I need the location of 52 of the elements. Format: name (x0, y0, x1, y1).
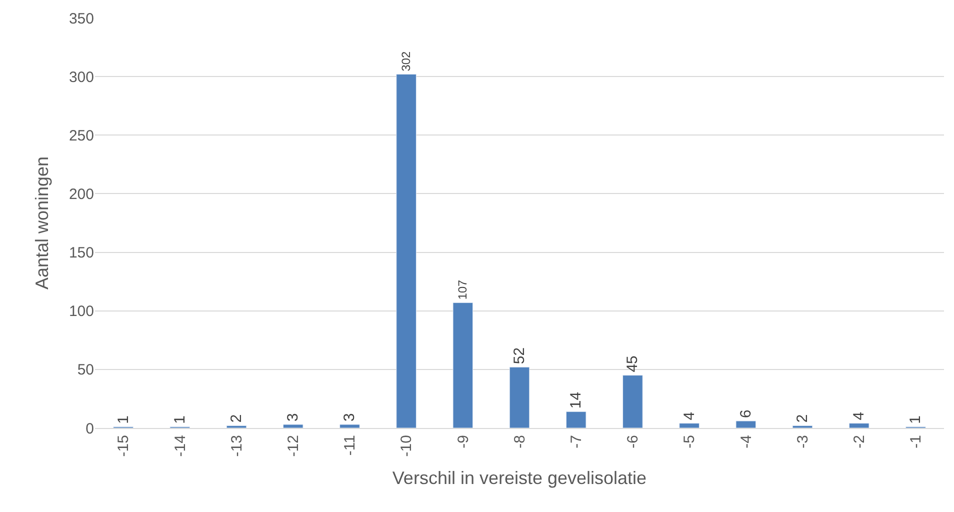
bar (396, 74, 416, 428)
bar (679, 423, 700, 428)
x-tick-label: -10 (398, 435, 416, 457)
x-tick-label: -13 (228, 435, 246, 457)
bar (792, 425, 813, 428)
x-tick-label: -12 (284, 435, 302, 457)
data-label: 1 (114, 415, 132, 424)
y-tick-label: 0 (86, 420, 94, 438)
y-axis-title: Aantal woningen (32, 156, 52, 290)
y-tick-label: 50 (77, 362, 94, 379)
x-tick-label: -6 (624, 435, 642, 448)
x-tick-label: -5 (681, 435, 698, 448)
data-label: 302 (398, 51, 413, 72)
data-label: 107 (455, 280, 470, 300)
y-tick-label: 300 (68, 68, 94, 86)
data-label: 52 (511, 347, 528, 364)
bar (622, 375, 643, 428)
x-axis-title: Verschil in vereiste gevelisolatie (392, 468, 647, 488)
x-tick-label: -3 (794, 435, 812, 448)
y-tick-label: 100 (68, 303, 94, 320)
data-label: 1 (907, 415, 924, 424)
data-label: 4 (850, 412, 868, 420)
bar (848, 423, 870, 428)
data-label: 2 (794, 414, 811, 423)
y-tick-label: 200 (68, 186, 94, 203)
bar (736, 420, 756, 428)
x-tick-label: -11 (342, 435, 359, 456)
y-tick-label: 150 (68, 244, 94, 262)
data-label: 45 (624, 356, 642, 372)
x-tick-label: -8 (511, 435, 528, 448)
x-tick-label: -15 (115, 435, 132, 457)
x-tick-label: -9 (454, 435, 472, 448)
data-label: 14 (568, 392, 585, 409)
x-tick-label: -4 (738, 435, 755, 448)
bar (452, 302, 474, 428)
bar (566, 411, 586, 428)
bar (340, 424, 360, 428)
data-label: 2 (228, 414, 246, 423)
y-tick-label: 350 (68, 10, 94, 28)
x-tick-label: -7 (568, 435, 585, 448)
data-label: 4 (680, 412, 698, 420)
data-label: 1 (171, 415, 188, 424)
data-label: 3 (284, 413, 302, 422)
x-tick-label: -14 (172, 435, 189, 457)
bar (282, 424, 304, 428)
x-tick-label: -1 (908, 435, 925, 448)
data-label: 3 (341, 413, 358, 422)
y-tick-label: 250 (68, 127, 94, 144)
bar (509, 366, 530, 428)
bar (226, 425, 247, 428)
x-tick-label: -2 (850, 435, 868, 448)
data-label: 6 (737, 410, 754, 418)
